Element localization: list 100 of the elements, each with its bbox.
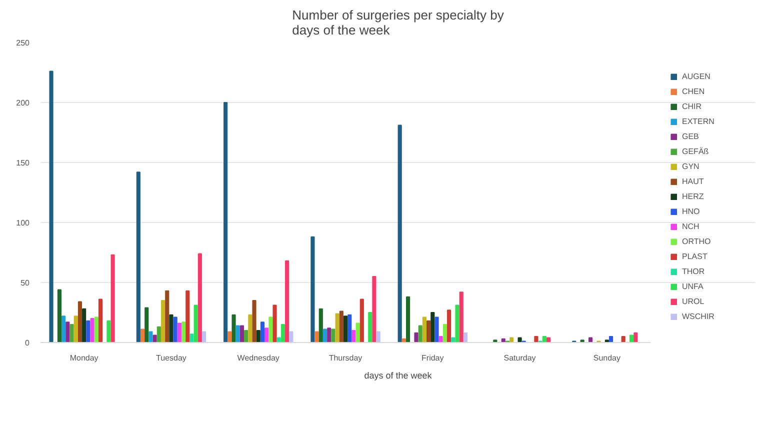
bar — [310, 236, 315, 342]
legend-label: PLAST — [682, 250, 708, 262]
bar — [240, 325, 244, 342]
legend-label: NCH — [682, 220, 700, 232]
bar — [198, 253, 202, 342]
bar — [272, 304, 277, 342]
bar — [148, 331, 153, 342]
legend-label: HNO — [682, 206, 701, 217]
bar — [352, 330, 356, 342]
bar — [414, 332, 418, 342]
bar — [434, 316, 439, 342]
bar — [360, 298, 364, 342]
legend-label: AUGEN — [682, 70, 712, 82]
bar — [430, 312, 435, 342]
y-tick-label: 100 — [16, 218, 30, 228]
bar — [534, 336, 538, 342]
bar — [86, 320, 90, 342]
bar — [140, 328, 145, 342]
bar — [70, 324, 74, 342]
bar — [181, 322, 186, 342]
legend-label: GYN — [682, 160, 700, 172]
legend-label: WSCHIR — [682, 310, 716, 322]
x-tick-label: Monday — [70, 354, 98, 362]
bar — [173, 316, 178, 342]
bar — [418, 325, 422, 342]
legend-label: CHEN — [682, 86, 706, 97]
bar — [339, 310, 344, 342]
legend-label: THOR — [682, 266, 706, 277]
bar — [463, 332, 468, 342]
bar — [368, 312, 372, 342]
bar — [244, 330, 248, 342]
bar — [459, 292, 464, 342]
y-tick-label: 200 — [16, 98, 30, 108]
bar — [78, 301, 82, 342]
bar — [260, 322, 264, 342]
legend-label: ORTHO — [682, 236, 712, 247]
bar — [398, 124, 402, 342]
y-tick-label: 150 — [16, 158, 30, 168]
legend-label: GEFÄß — [682, 146, 710, 157]
bar — [451, 337, 456, 342]
bar — [202, 331, 206, 342]
bar — [327, 328, 332, 342]
bar — [280, 324, 285, 342]
bar — [224, 102, 228, 342]
legend-label: EXTERN — [682, 116, 716, 127]
bar — [356, 322, 360, 342]
bar — [228, 331, 232, 342]
bar — [276, 337, 281, 342]
bar — [144, 307, 149, 342]
x-tick-label: Saturday — [504, 354, 536, 362]
bar — [348, 314, 352, 342]
bar — [90, 318, 94, 342]
bar — [177, 322, 182, 342]
bar — [588, 337, 593, 342]
bar — [94, 316, 98, 342]
bar — [82, 308, 86, 342]
bar — [74, 316, 78, 342]
bar — [426, 320, 431, 342]
bar — [57, 289, 62, 342]
bar — [608, 336, 614, 342]
bar — [314, 331, 319, 342]
legend-label: HERZ — [682, 190, 705, 202]
y-tick-label: 0 — [25, 338, 30, 348]
legend-label: UNFA — [682, 280, 704, 292]
bar — [343, 316, 348, 342]
bar — [169, 314, 174, 342]
legend-label: GEB — [682, 130, 700, 142]
bar — [285, 260, 290, 342]
bar — [376, 331, 380, 342]
bar — [165, 290, 170, 342]
bar — [136, 172, 140, 342]
bar — [629, 334, 634, 342]
y-tick-label: 250 — [16, 38, 30, 48]
bar — [406, 296, 410, 342]
y-tick-label: 50 — [20, 278, 30, 288]
bar — [62, 316, 66, 342]
bar — [264, 328, 269, 342]
bar — [160, 300, 166, 342]
x-tick-label: Friday — [422, 354, 444, 362]
bar — [442, 324, 447, 342]
legend-label: CHIR — [682, 100, 703, 112]
bar — [256, 330, 260, 342]
x-tick-label: Sunday — [593, 354, 621, 362]
bar — [156, 326, 161, 342]
bar — [236, 325, 240, 342]
bar — [372, 276, 376, 342]
bar — [268, 316, 273, 342]
legend-label: HAUT — [682, 176, 705, 187]
bar — [455, 304, 460, 342]
bar — [335, 313, 340, 342]
legend-label: UROL — [682, 296, 706, 307]
bar — [152, 334, 157, 342]
x-axis-title: days of the week — [364, 370, 432, 380]
bar — [98, 298, 103, 342]
bar — [621, 336, 626, 342]
bar — [634, 332, 638, 342]
bar — [106, 320, 111, 342]
bar — [542, 336, 546, 342]
x-tick-label: Thursday — [328, 354, 362, 362]
bar — [252, 300, 256, 342]
